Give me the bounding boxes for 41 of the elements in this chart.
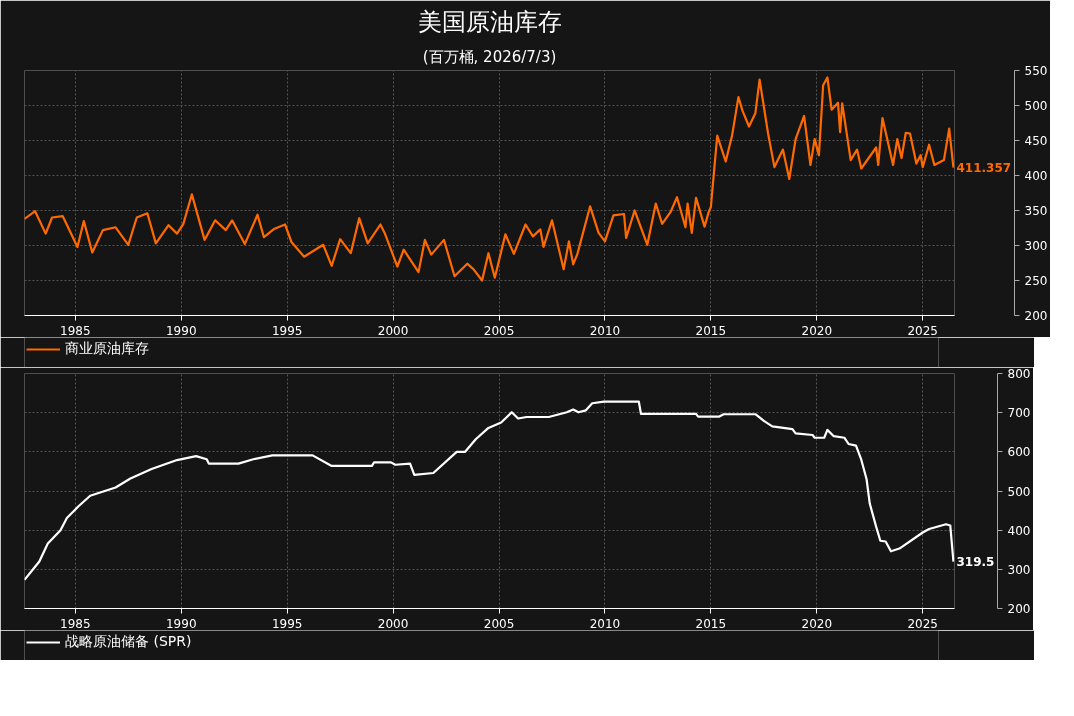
annotation: 319.5 [956,555,995,570]
annotation: 411.357 [956,161,1012,176]
chart-title: 美国原油库存 [417,7,562,36]
y-tick-label: 400 [1007,523,1031,538]
y-tick-label: 550 [1024,64,1048,78]
x-tick-label: 1985 [60,616,91,631]
x-tick-label: 2005 [483,616,515,631]
x-tick-label: 2015 [695,323,727,338]
x-tick-label: 2000 [377,616,409,631]
y-tick-label: 350 [1024,204,1048,218]
line-series [24,400,955,582]
legend-label: 商业原油库存 [65,340,149,358]
y-tick-label: 300 [1007,562,1031,577]
y-tick-label: 200 [1007,602,1031,616]
y-tick-label: 250 [1024,274,1048,288]
y-tick-label: 300 [1024,239,1048,253]
x-tick-label: 2025 [907,323,938,338]
x-tick-label: 2025 [907,616,938,631]
chart-subtitle: (百万桶, 2026/7/3) [422,47,557,66]
x-tick-label: 2000 [377,323,409,338]
x-tick-label: 2010 [589,323,621,338]
y-tick-label: 200 [1024,309,1048,323]
x-tick-label: 1990 [166,616,197,631]
x-tick-label: 1995 [271,323,303,338]
x-tick-label: 2020 [801,616,833,631]
y-tick-label: 700 [1007,406,1031,421]
y-tick-label: 800 [1007,367,1031,381]
x-tick-label: 1985 [60,323,91,338]
legend-label: 战略原油储备 (SPR) [65,633,192,651]
y-tick-label: 500 [1024,99,1048,113]
x-tick-label: 1995 [271,616,303,631]
x-tick-label: 2010 [589,616,621,631]
x-tick-label: 1990 [166,323,197,338]
y-tick-label: 500 [1007,484,1031,499]
y-tick-label: 600 [1007,445,1031,460]
line-series [24,76,955,282]
y-tick-label: 450 [1024,134,1048,148]
x-tick-label: 2020 [801,323,833,338]
x-tick-label: 2015 [695,616,727,631]
y-tick-label: 400 [1024,169,1048,183]
x-tick-label: 2005 [483,323,515,338]
